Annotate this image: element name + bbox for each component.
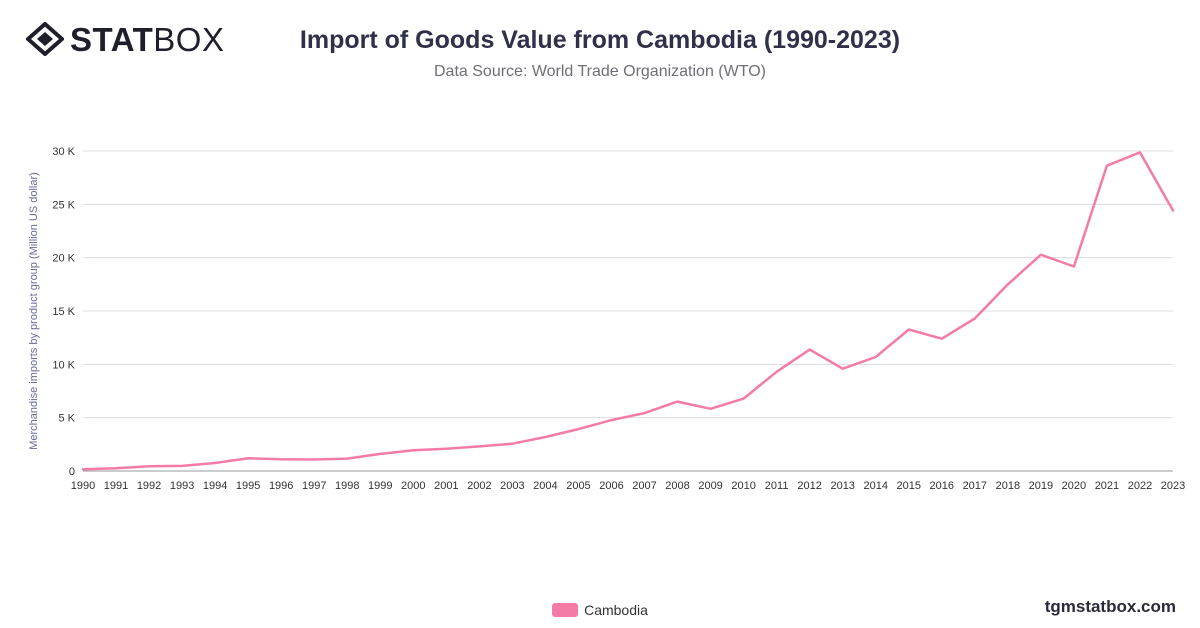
- x-tick-label: 2022: [1128, 480, 1152, 492]
- y-tick-label: 30 K: [52, 146, 75, 158]
- x-tick-label: 2007: [632, 480, 656, 492]
- x-tick-label: 1994: [203, 480, 227, 492]
- x-tick-label: 1993: [170, 480, 194, 492]
- x-tick-label: 2009: [698, 480, 722, 492]
- x-tick-label: 2018: [996, 480, 1020, 492]
- x-tick-label: 1990: [71, 480, 95, 492]
- statbox-logo: STATBOX: [26, 22, 224, 56]
- x-tick-label: 1999: [368, 480, 392, 492]
- y-axis-label: Merchandise imports by product group (Mi…: [28, 172, 40, 450]
- x-tick-label: 1997: [302, 480, 326, 492]
- x-tick-label: 2012: [797, 480, 821, 492]
- x-tick-label: 2008: [665, 480, 689, 492]
- x-tick-label: 1998: [335, 480, 359, 492]
- x-tick-label: 2011: [765, 480, 789, 492]
- x-tick-label: 1992: [137, 480, 161, 492]
- legend-label-cambodia: Cambodia: [584, 602, 648, 618]
- x-tick-label: 2004: [533, 480, 557, 492]
- chart-subtitle: Data Source: World Trade Organization (W…: [434, 63, 766, 80]
- x-tick-label: 2017: [963, 480, 987, 492]
- logo-wordmark: STATBOX: [70, 23, 224, 56]
- x-tick-label: 2001: [434, 480, 458, 492]
- x-tick-label: 2002: [467, 480, 491, 492]
- x-tick-label: 2014: [863, 480, 887, 492]
- x-tick-label: 2003: [500, 480, 524, 492]
- x-tick-label: 1991: [104, 480, 128, 492]
- x-tick-label: 2021: [1095, 480, 1119, 492]
- y-tick-label: 10 K: [52, 359, 75, 371]
- x-tick-label: 1996: [269, 480, 293, 492]
- chart-legend[interactable]: Cambodia: [0, 602, 1200, 618]
- footer-site: tgmstatbox.com: [1044, 597, 1176, 616]
- x-tick-label: 2019: [1029, 480, 1053, 492]
- y-tick-label: 20 K: [52, 253, 75, 265]
- x-tick-label: 2005: [566, 480, 590, 492]
- y-tick-label: 25 K: [52, 199, 75, 211]
- series-line-cambodia: [81, 151, 1175, 471]
- y-tick-label: 15 K: [52, 306, 75, 318]
- x-tick-label: 2020: [1062, 480, 1086, 492]
- y-tick-label: 0: [69, 466, 75, 478]
- x-tick-label: 2023: [1161, 480, 1185, 492]
- diamond-logo-icon: [26, 22, 64, 56]
- y-tick-label: 5 K: [58, 413, 75, 425]
- x-tick-label: 2010: [731, 480, 755, 492]
- chart-title: Import of Goods Value from Cambodia (199…: [299, 26, 901, 54]
- x-tick-label: 2016: [930, 480, 954, 492]
- logo-light-text: BOX: [153, 20, 225, 58]
- x-tick-label: 2015: [897, 480, 921, 492]
- x-tick-label: 1995: [236, 480, 260, 492]
- logo-bold-text: STAT: [70, 20, 154, 58]
- x-tick-label: 2013: [830, 480, 854, 492]
- legend-swatch-cambodia: [552, 603, 579, 617]
- x-tick-label: 2000: [401, 480, 425, 492]
- x-tick-label: 2006: [599, 480, 623, 492]
